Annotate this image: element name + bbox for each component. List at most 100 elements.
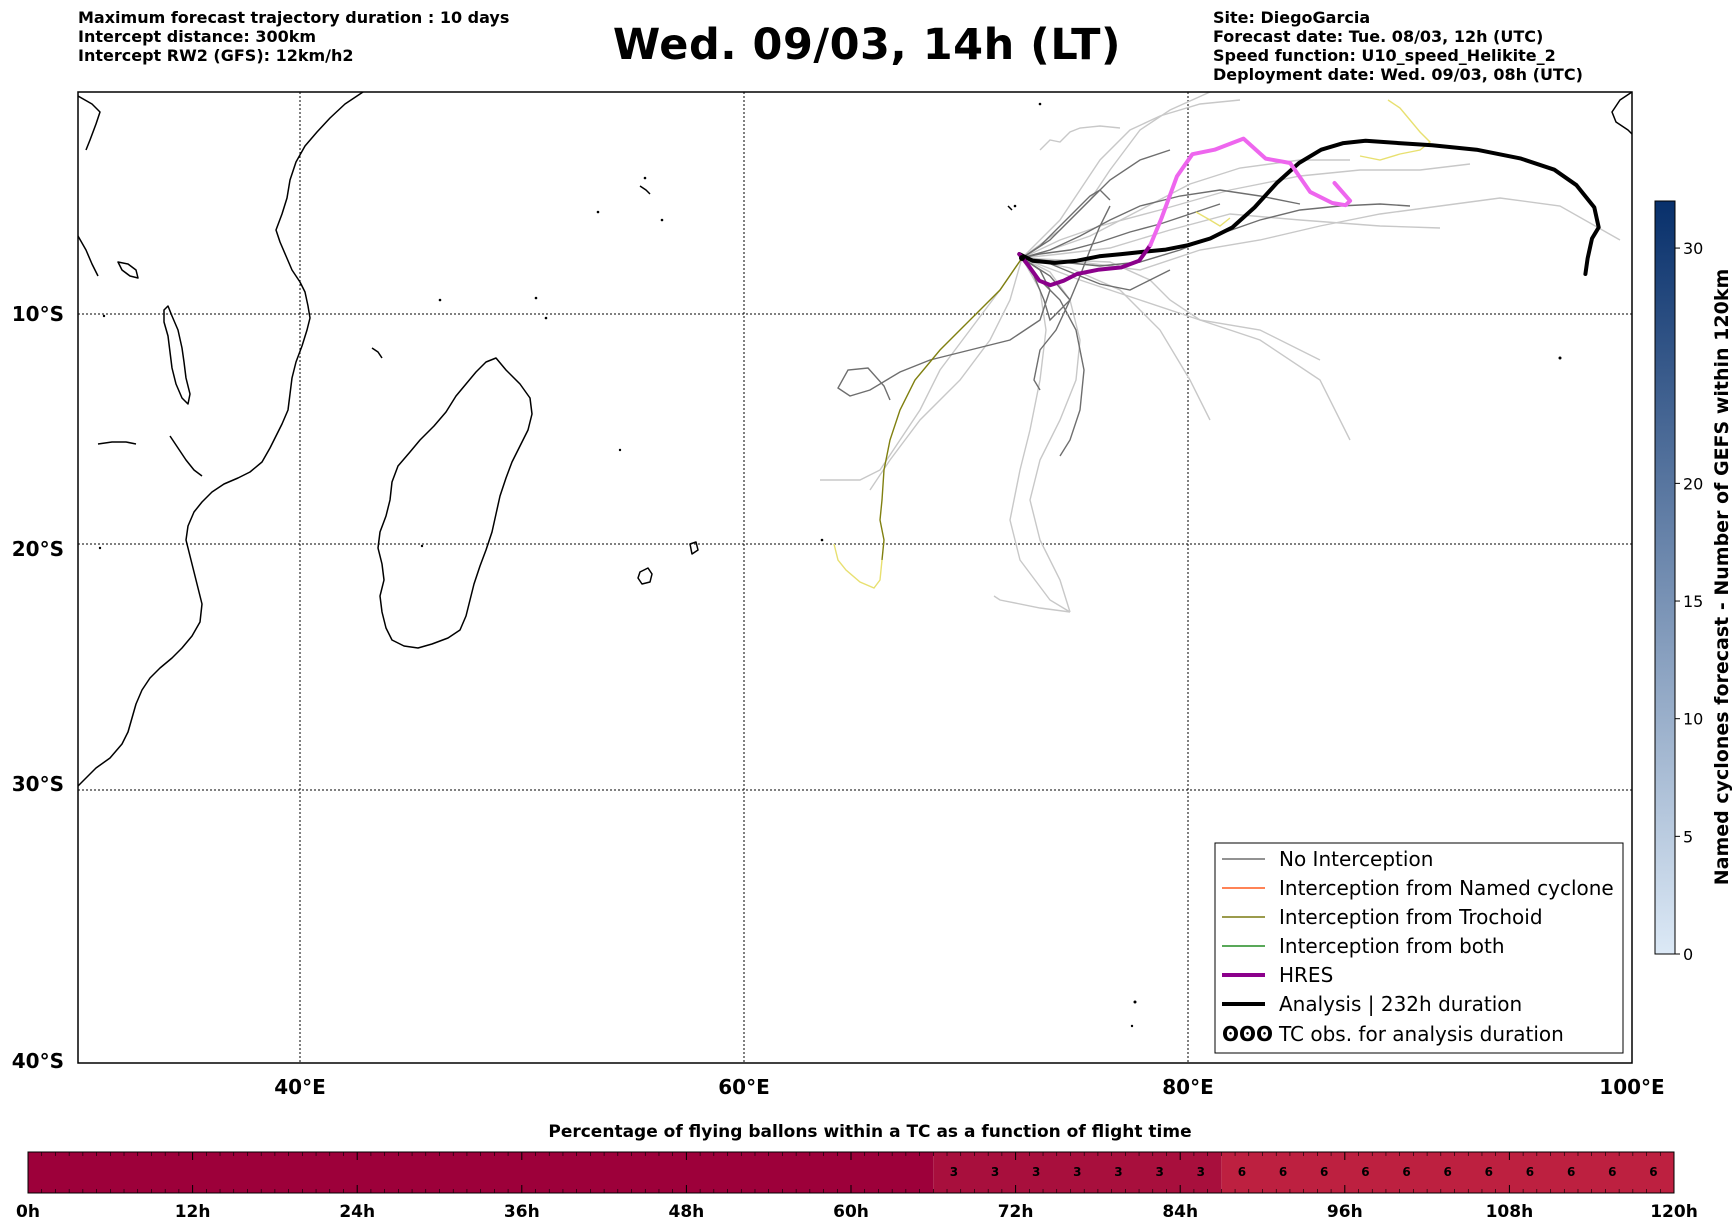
timebar-segment — [933, 1152, 1222, 1193]
seychelles-islands — [639, 185, 651, 195]
timebar-tick-label: 72h — [998, 1202, 1034, 1222]
lat-tick-label: 30°S — [12, 772, 64, 796]
analysis-track — [1017, 138, 1601, 276]
lon-tick-label: 100°E — [1599, 1075, 1664, 1099]
timebar-value-label: 6 — [1443, 1165, 1451, 1179]
lon-tick-label: 60°E — [718, 1075, 770, 1099]
lon-tick-label: 80°E — [1162, 1075, 1214, 1099]
colorbar-tick-label: 5 — [1683, 827, 1693, 846]
ensemble-track — [1021, 163, 1471, 259]
forecast-date-text: Forecast date: Tue. 08/03, 12h (UTC) — [1213, 27, 1544, 46]
ensemble-track — [1021, 189, 1301, 259]
intercept-distance-text: Intercept distance: 300km — [78, 27, 317, 46]
legend-label-trochoid: Interception from Trochoid — [1279, 905, 1543, 929]
africa-coastline — [78, 92, 364, 787]
timebar-segment — [28, 1152, 934, 1193]
timebar-tick-label: 24h — [339, 1202, 375, 1222]
lat-tick-label: 20°S — [12, 537, 64, 561]
hres-track — [1148, 136, 1353, 248]
legend-label-no-interception: No Interception — [1279, 847, 1433, 871]
colorbar-tick-label: 30 — [1683, 239, 1703, 258]
gridlines — [78, 92, 1632, 1063]
timebar-value-label: 6 — [1279, 1165, 1287, 1179]
legend-label-named-cyclone: Interception from Named cyclone — [1279, 876, 1614, 900]
page-title: Wed. 09/03, 14h (LT) — [612, 20, 1122, 70]
hres-track — [1017, 243, 1153, 288]
lake-tanganyika — [97, 441, 137, 445]
timebar-tick-label: 120h — [1650, 1202, 1698, 1222]
timebar-value-label: 6 — [1485, 1165, 1493, 1179]
ensemble-track — [1021, 213, 1441, 259]
ensemble-track — [1021, 99, 1241, 259]
timebar-value-label: 3 — [1073, 1165, 1081, 1179]
timebar-value-label: 6 — [1608, 1165, 1616, 1179]
colorbar: 0 5 10 15 20 30 Named cyclones forecast - Num… — [1654, 200, 1733, 964]
timebar-value-label: 6 — [1649, 1165, 1657, 1179]
lat-tick-label: 40°S — [12, 1049, 64, 1073]
tc-obs-symbol-icon: ʘʘʘ — [1222, 1022, 1273, 1046]
ensemble-track — [1039, 125, 1121, 151]
timebar-tick-label: 36h — [504, 1202, 540, 1222]
ensemble-track — [1021, 205, 1111, 322]
ensemble-track — [1021, 149, 1171, 259]
ensemble-track — [837, 257, 1051, 401]
reunion — [689, 541, 699, 555]
timebar-segments: 3 3 3 3 3 3 3 6 6 6 6 6 6 6 6 6 6 6 — [28, 1152, 1674, 1193]
small-islands — [98, 102, 1562, 1028]
colorbar-tick-label: 15 — [1683, 592, 1703, 611]
timebar-value-label: 3 — [950, 1165, 958, 1179]
colorbar-tick-label: 10 — [1683, 710, 1703, 729]
ensemble-track — [1021, 257, 1071, 391]
max-duration-text: Maximum forecast trajectory duration : 1… — [78, 8, 510, 27]
timebar-tick-label: 108h — [1486, 1202, 1534, 1222]
timebar-ticks: 0h 12h 24h 36h 48h 60h 72h 84h 96h 108h 120h — [16, 1152, 1698, 1222]
colorbar-title: Named cyclones forecast - Number of GEFS… — [1711, 269, 1733, 886]
zambezi-detail — [169, 435, 203, 477]
colorbar-tick-label: 20 — [1683, 474, 1703, 493]
ensemble-track — [879, 257, 1023, 561]
timebar-value-label: 6 — [1402, 1165, 1410, 1179]
timebar-value-label: 3 — [1114, 1165, 1122, 1179]
timebar-value-label: 3 — [991, 1165, 999, 1179]
timebar-tick-label: 96h — [1327, 1202, 1363, 1222]
ensemble-track — [1021, 203, 1221, 259]
flight-time-bar: Percentage of flying ballons within a TC… — [16, 1122, 1698, 1222]
legend-label-analysis: Analysis | 232h duration — [1279, 992, 1522, 1016]
ensemble-track — [1021, 257, 1081, 613]
timebar-value-label: 6 — [1526, 1165, 1534, 1179]
timebar-tick-label: 48h — [669, 1202, 705, 1222]
lon-tick-label: 40°E — [274, 1075, 326, 1099]
timebar-value-label: 3 — [1197, 1165, 1205, 1179]
colorbar-ticks: 0 5 10 15 20 30 — [1675, 239, 1703, 964]
timebar-segment — [1221, 1152, 1674, 1193]
timebar-tick-label: 84h — [1162, 1202, 1198, 1222]
colorbar-tick-label: 0 — [1683, 945, 1693, 964]
timebar-tick-label: 12h — [175, 1202, 211, 1222]
timebar-tick-label: 60h — [833, 1202, 869, 1222]
lake-victoria — [117, 261, 139, 279]
timebar-value-label: 6 — [1567, 1165, 1575, 1179]
lat-tick-label: 10°S — [12, 302, 64, 326]
legend: No Interception Interception from Named … — [1214, 842, 1624, 1054]
madagascar-coastline — [377, 357, 533, 649]
deployment-date-text: Deployment date: Wed. 09/03, 08h (UTC) — [1213, 65, 1583, 84]
timebar-value-label: 3 — [1155, 1165, 1163, 1179]
mauritius — [637, 567, 653, 585]
release-point-marker — [1019, 255, 1025, 261]
ensemble-track — [869, 257, 1023, 491]
intercept-rw2-text: Intercept RW2 (GFS): 12km/h2 — [78, 46, 354, 65]
coastlines — [78, 92, 1632, 787]
legend-label-hres: HRES — [1279, 963, 1333, 987]
site-text: Site: DiegoGarcia — [1213, 8, 1371, 27]
ensemble-track — [1021, 189, 1111, 259]
ensemble-track — [820, 257, 1023, 481]
legend-label-tc-obs: TC obs. for analysis duration — [1278, 1022, 1564, 1046]
run-settings: Maximum forecast trajectory duration : 1… — [78, 8, 509, 65]
ensemble-track — [1021, 257, 1211, 421]
map-tick-labels: 40°E 60°E 80°E 100°E 10°S 20°S 30°S 40°S — [12, 302, 1665, 1099]
timebar-value-label: 3 — [1032, 1165, 1040, 1179]
chagos-diego — [1007, 205, 1013, 211]
sumatra-tip — [1611, 92, 1632, 135]
timebar-title: Percentage of flying ballons within a TC… — [548, 1122, 1191, 1142]
colorbar-gradient — [1654, 200, 1676, 955]
